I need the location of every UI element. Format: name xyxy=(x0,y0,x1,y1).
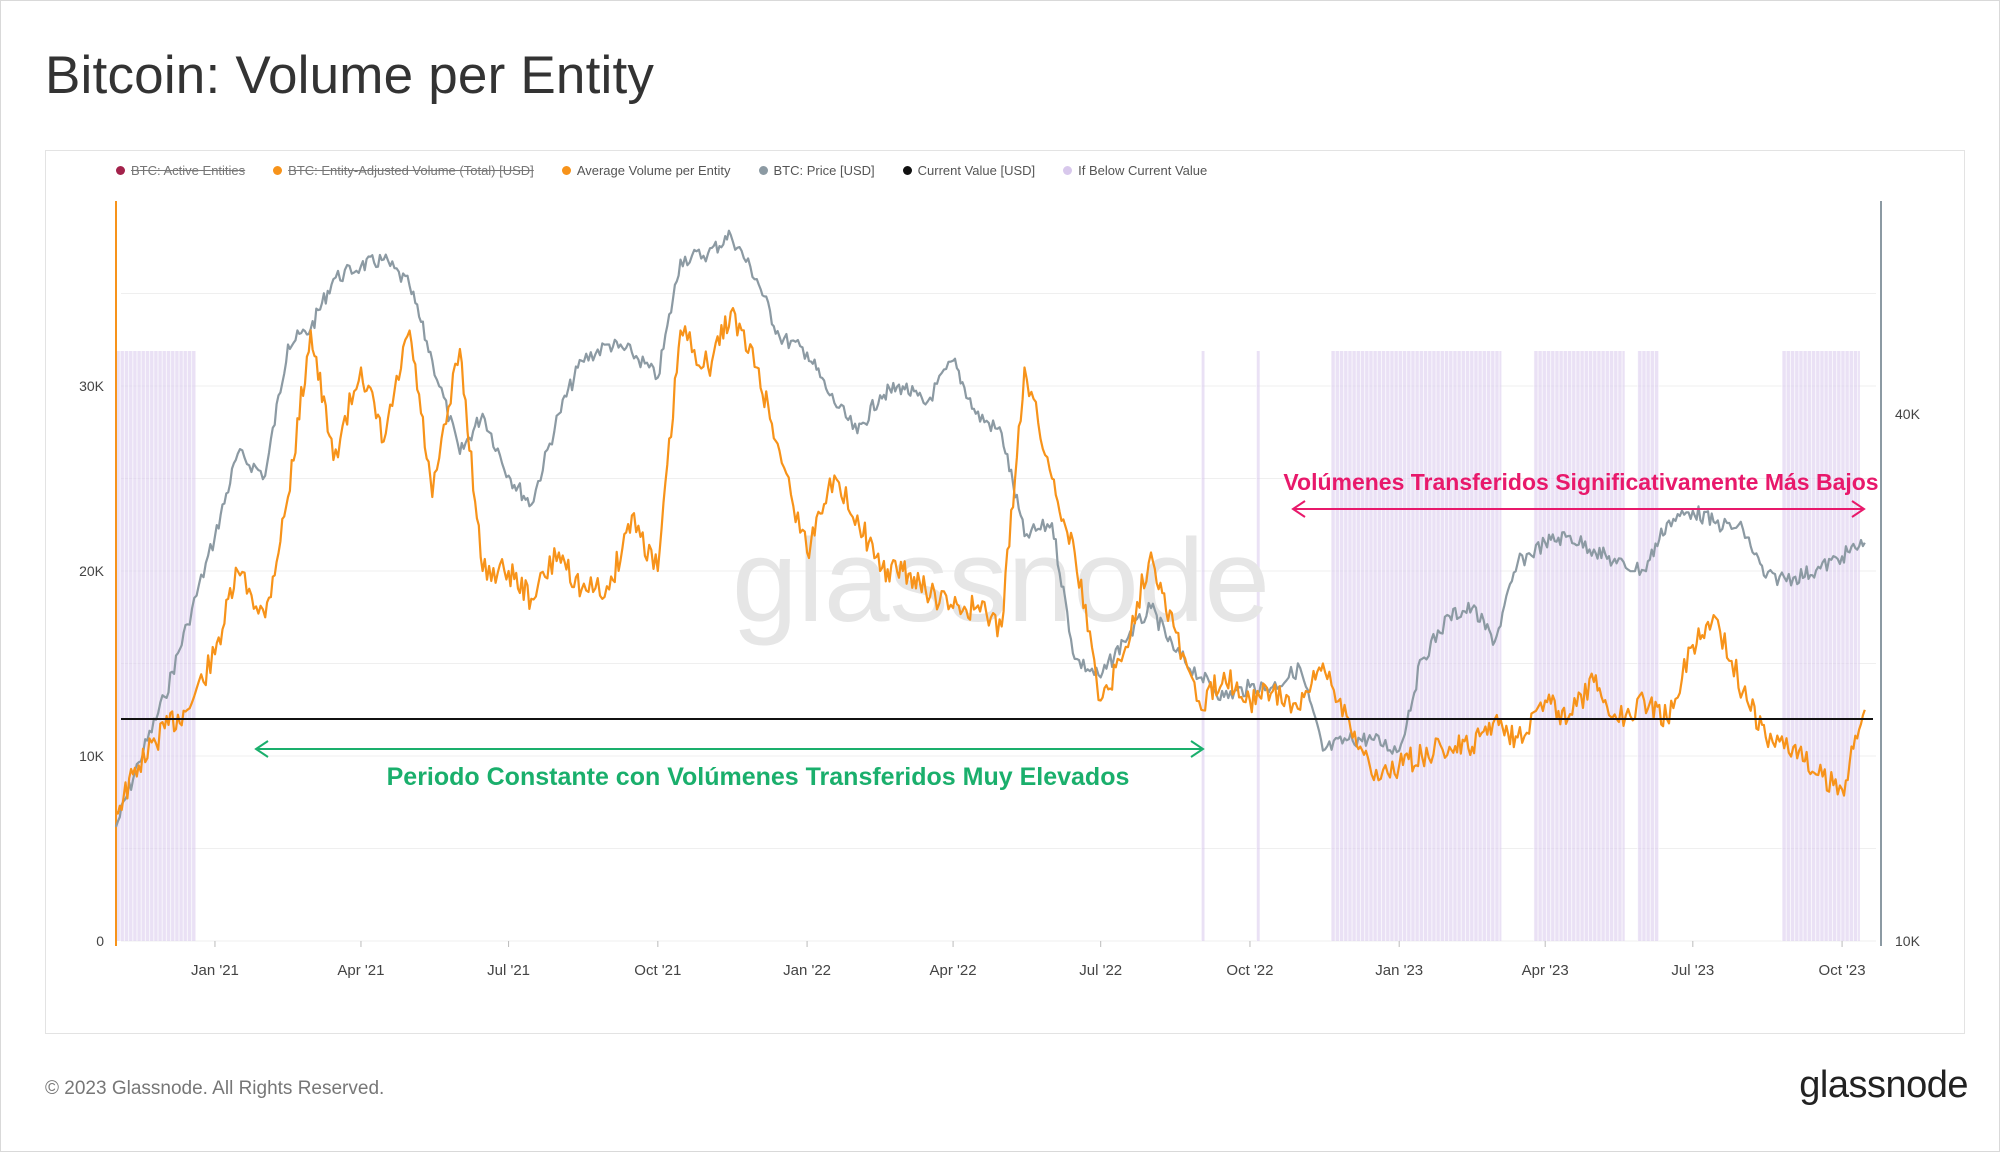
below-current-region xyxy=(1782,351,1860,941)
annotation-high-volume: Periodo Constante con Volúmenes Transfer… xyxy=(387,763,1130,791)
y-left-tick-label: 10K xyxy=(79,748,105,764)
y-left-tick-label: 20K xyxy=(79,563,105,579)
y-right-tick-label: 10K xyxy=(1895,933,1921,949)
x-tick-label: Apr '23 xyxy=(1522,962,1569,979)
below-current-region xyxy=(1638,351,1659,941)
x-tick-label: Oct '22 xyxy=(1226,962,1273,979)
chart-panel: BTC: Active Entities BTC: Entity-Adjuste… xyxy=(45,150,1965,1034)
page-title: Bitcoin: Volume per Entity xyxy=(45,45,654,106)
x-tick-label: Oct '21 xyxy=(634,962,681,979)
x-tick-label: Oct '23 xyxy=(1819,962,1866,979)
annotation-low-volume: Volúmenes Transferidos Significativament… xyxy=(1283,469,1878,495)
x-tick-label: Jan '21 xyxy=(191,962,239,979)
x-tick-label: Jan '22 xyxy=(783,962,831,979)
x-tick-label: Apr '21 xyxy=(337,962,384,979)
footer-copyright: © 2023 Glassnode. All Rights Reserved. xyxy=(45,1078,384,1100)
y-left-tick-label: 30K xyxy=(79,378,105,394)
below-current-region xyxy=(1534,351,1625,941)
y-right-tick-label: 40K xyxy=(1895,406,1921,422)
x-tick-label: Apr '22 xyxy=(930,962,977,979)
y-left-tick-label: 0 xyxy=(96,933,104,949)
x-tick-label: Jul '21 xyxy=(487,962,530,979)
x-tick-label: Jul '22 xyxy=(1079,962,1122,979)
glassnode-logo: glassnode xyxy=(1799,1064,1968,1107)
x-tick-label: Jul '23 xyxy=(1671,962,1714,979)
x-tick-label: Jan '23 xyxy=(1375,962,1423,979)
